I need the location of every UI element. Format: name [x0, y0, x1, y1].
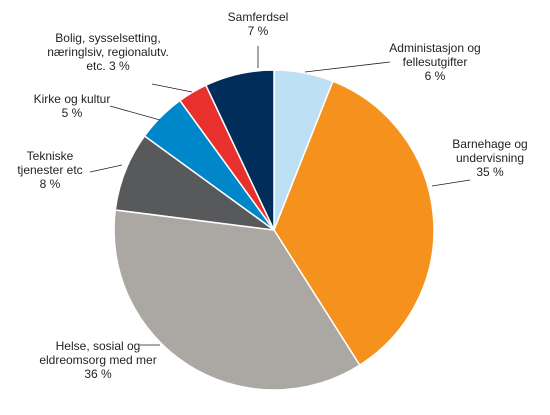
leader-line	[304, 61, 391, 73]
slice-label: Administasjon og fellesutgifter 6 %	[389, 41, 480, 83]
slice-label: Tekniske tjenester etc 8 %	[17, 149, 82, 191]
leader-line	[109, 105, 161, 121]
pie-slice	[113, 209, 361, 391]
pie-slice	[204, 69, 275, 231]
slice-labels: Administasjon og fellesutgifter 6 % Barneha…	[17, 10, 527, 381]
slice-label: Bolig, sysselsetting, næringlsiv, regiona…	[47, 31, 169, 73]
slice-label: Kirke og kultur 5 %	[34, 92, 111, 120]
slice-label: Samferdsel 7 %	[228, 10, 289, 38]
leader-line	[89, 164, 123, 173]
pie-slices	[113, 69, 435, 391]
leader-line	[151, 83, 193, 93]
slice-label: Barnehage og undervisning 35 %	[452, 137, 527, 179]
pie-slice	[273, 80, 435, 367]
slice-label: Helse, sosial og eldreomsorg med mer 36 %	[39, 339, 156, 381]
leader-line	[431, 179, 471, 187]
leader-lines	[89, 46, 471, 346]
